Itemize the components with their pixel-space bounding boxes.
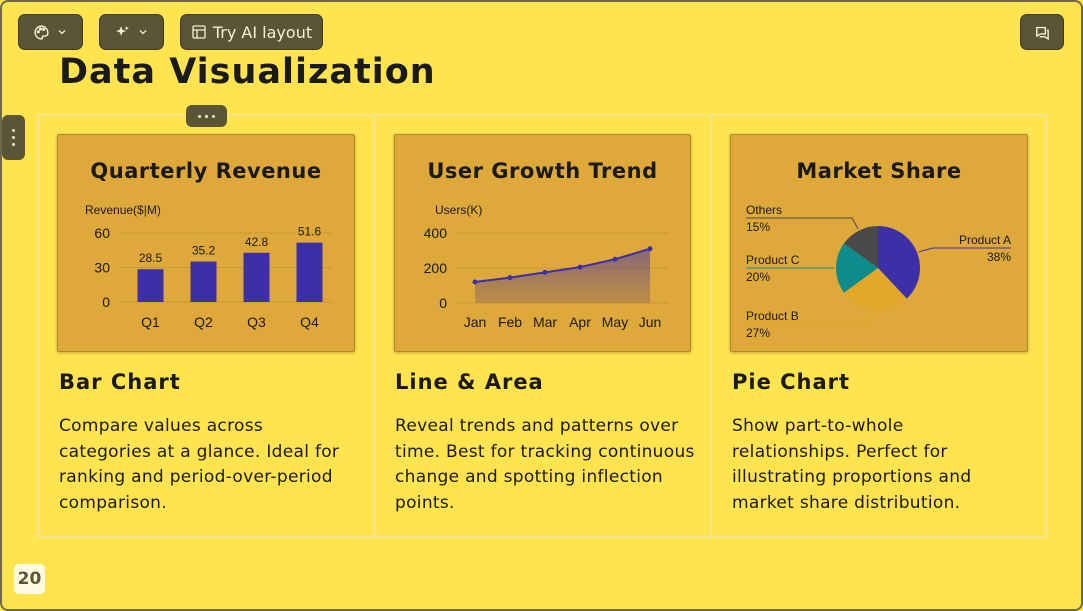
- x-tick-label: Jan: [464, 314, 487, 330]
- x-tick-label: Mar: [533, 314, 557, 330]
- y-tick-label: 0: [102, 294, 110, 310]
- pie-slice: [844, 268, 907, 310]
- comments-button[interactable]: [1020, 14, 1064, 50]
- bar: [190, 261, 217, 302]
- side-drag-handle[interactable]: [2, 115, 25, 160]
- slice-percent: 38%: [987, 250, 1011, 264]
- data-label: 28.5: [139, 251, 163, 265]
- data-point: [612, 256, 618, 262]
- data-point: [647, 246, 653, 252]
- x-tick-label: Feb: [498, 314, 522, 330]
- x-tick-label: Q2: [194, 314, 213, 330]
- pie-chart: Product A 38% Product B 27% Product C 20% Othe…: [746, 203, 1011, 340]
- x-tick-label: Jun: [639, 314, 662, 330]
- y-tick-label: 200: [424, 260, 448, 276]
- try-ai-layout-button[interactable]: Try AI layout: [180, 14, 323, 50]
- area-fill: [475, 248, 650, 303]
- y-tick-label: 400: [424, 225, 448, 241]
- block-drag-handle[interactable]: [186, 105, 227, 127]
- chevron-down-icon: [139, 30, 147, 35]
- slice-label: Product C: [746, 253, 800, 267]
- bar: [137, 269, 164, 302]
- y-tick-label: 60: [94, 225, 110, 241]
- section-heading: Pie Chart: [732, 370, 851, 394]
- x-tick-label: Apr: [569, 314, 591, 330]
- data-point: [542, 269, 548, 275]
- layout-grid: [37, 114, 1047, 538]
- section-description: Reveal trends and patterns over time. Be…: [395, 416, 695, 513]
- layout-icon: [192, 25, 206, 39]
- column-divider: [710, 114, 712, 538]
- pie-slice: [836, 243, 878, 293]
- leader-line: [746, 217, 859, 230]
- data-label: 35.2: [192, 244, 216, 258]
- ai-menu-button[interactable]: [99, 14, 164, 50]
- y-axis-label: Users(K): [435, 203, 482, 217]
- line-chart-card[interactable]: User Growth Trend Users(K) 0 200 400 Jan Feb M…: [394, 134, 691, 352]
- page-number: 20: [14, 564, 45, 594]
- palette-icon: [34, 24, 49, 40]
- chart-title: Market Share: [796, 159, 962, 183]
- data-point: [577, 264, 583, 270]
- sparkles-icon: [116, 25, 129, 36]
- y-axis-label: Revenue($|M): [85, 203, 161, 217]
- x-tick-label: Q3: [247, 314, 266, 330]
- theme-menu-button[interactable]: [18, 14, 83, 50]
- pie-slice: [878, 226, 920, 299]
- slice-percent: 15%: [746, 220, 770, 234]
- bar: [296, 242, 323, 302]
- slice-label: Others: [746, 203, 782, 217]
- series-line: [474, 247, 651, 283]
- x-tick-label: Q4: [300, 314, 319, 330]
- leader-line: [918, 247, 1011, 253]
- try-ai-layout-label: Try AI layout: [212, 22, 313, 42]
- comment-icon: [1035, 26, 1049, 40]
- pie-slice: [844, 226, 878, 268]
- page-title: Data Visualization: [59, 52, 436, 92]
- area-chart: Users(K) 0 200 400 Jan Feb Mar Apr May Jun: [424, 203, 669, 330]
- chart-title: User Growth Trend: [427, 159, 658, 183]
- section-description: Show part-to-whole relationships. Perfec…: [732, 416, 972, 513]
- slice-percent: 27%: [746, 326, 770, 340]
- bar-chart-card[interactable]: Quarterly Revenue Revenue($|M) 0 30 60 28.5 Q…: [57, 134, 355, 352]
- x-tick-label: May: [602, 314, 628, 330]
- section-description: Compare values across categories at a gl…: [59, 416, 340, 513]
- data-point: [472, 279, 478, 285]
- chevron-down-icon: [58, 30, 66, 35]
- chart-title: Quarterly Revenue: [90, 159, 322, 183]
- column-divider: [373, 114, 375, 538]
- bar: [243, 252, 270, 302]
- y-tick-label: 0: [439, 295, 447, 311]
- leader-line: [746, 311, 875, 325]
- pie-chart-card[interactable]: Market Share Product A 38% Product B 27% Pro…: [730, 134, 1028, 352]
- bar-chart: Revenue($|M) 0 30 60 28.5 Q1 35.2 Q2 42.8 Q3 51.6 Q…: [85, 203, 332, 330]
- slice-label: Product B: [746, 309, 799, 323]
- slice-label: Product A: [959, 233, 1011, 247]
- y-tick-label: 30: [94, 260, 110, 276]
- data-label: 42.8: [245, 235, 269, 249]
- x-tick-label: Q1: [141, 314, 160, 330]
- data-label: 51.6: [298, 225, 322, 239]
- section-heading: Bar Chart: [59, 370, 181, 394]
- data-point: [507, 275, 513, 281]
- section-heading: Line & Area: [395, 370, 544, 394]
- slice-percent: 20%: [746, 270, 770, 284]
